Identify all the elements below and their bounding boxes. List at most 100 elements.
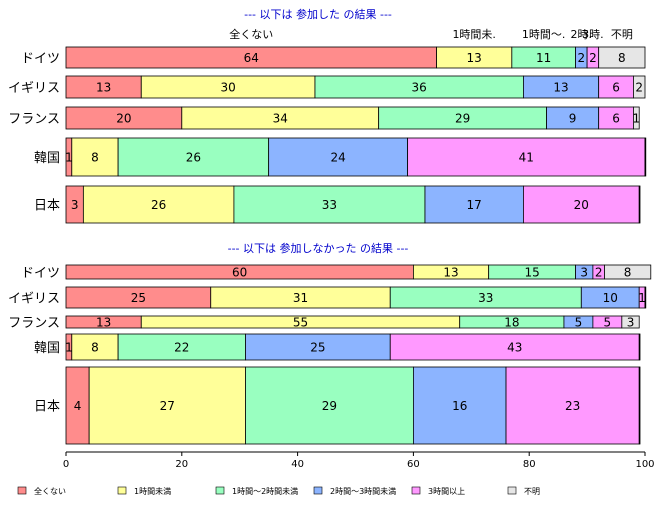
bar-row: 韓国 1 8 26 24 41: [34, 137, 647, 177]
data-label: 10: [603, 291, 618, 305]
bar-row: ドイツ 60 13 15 3 2 8: [21, 264, 652, 281]
legend-label: 1時間未満: [134, 486, 171, 496]
x-tick-label: 40: [291, 459, 304, 470]
column-label: 全くない: [229, 27, 273, 41]
bar-segment: [233, 185, 426, 224]
category-label: イギリス: [8, 81, 60, 96]
bar-segment: [88, 366, 246, 445]
data-label: 6: [612, 81, 620, 95]
data-label: 17: [467, 198, 482, 212]
category-label: 日本: [34, 199, 60, 214]
legend-item: 全くない: [17, 486, 66, 496]
data-label: 13: [96, 81, 111, 95]
data-label: 13: [553, 81, 568, 95]
legend-swatch: [215, 486, 225, 495]
column-label: 2時.: [571, 28, 593, 41]
bar-segment: [268, 137, 409, 177]
legend-label: 不明: [524, 487, 540, 496]
data-label: 8: [91, 151, 99, 165]
data-label: 8: [91, 341, 99, 355]
data-label: 36: [412, 81, 427, 95]
category-label: イギリス: [8, 292, 60, 307]
data-label: 29: [455, 112, 470, 126]
bar-segment: [598, 46, 646, 69]
data-label: 25: [310, 341, 325, 355]
column-label: 1時間～.: [522, 28, 566, 41]
bar-segment: [389, 333, 640, 361]
column-label: 3時.: [582, 28, 604, 41]
data-label: 33: [322, 198, 337, 212]
bar-segment: [633, 106, 640, 130]
x-tick-label: 60: [407, 459, 420, 470]
bar-row: フランス 13 55 18 5 5 3: [8, 315, 640, 331]
data-label: 4: [74, 399, 82, 413]
data-label: 64: [244, 51, 259, 65]
bar-row: フランス 20 34 29 9 6 1: [8, 106, 640, 130]
data-label: 55: [293, 316, 308, 330]
bar-segment: [245, 333, 391, 361]
data-label: 1: [65, 151, 73, 165]
legend-swatch: [411, 486, 421, 495]
legend-label: 全くない: [34, 486, 66, 496]
legend-label: 3時間以上: [428, 487, 465, 496]
x-tick-label: 0: [63, 459, 69, 470]
data-label: 15: [524, 266, 539, 280]
data-label: 16: [452, 399, 467, 413]
data-label: 13: [467, 51, 482, 65]
data-label: 26: [151, 198, 166, 212]
bar-segment: [82, 185, 235, 224]
x-tick-label: 20: [175, 459, 188, 470]
bar-row: ドイツ 64 13 11 2 2 8: [21, 46, 646, 69]
data-label: 3: [627, 316, 635, 330]
legend-swatch: [17, 486, 27, 495]
x-tick-label: 80: [523, 459, 536, 470]
data-label: 30: [220, 81, 235, 95]
bar-segment: [604, 264, 652, 280]
bar-segment: [424, 185, 524, 224]
data-label: 20: [116, 112, 131, 126]
bar-segment: [71, 137, 119, 177]
bar-segment: [245, 366, 414, 445]
legend-label: 2時間～3時間未満: [330, 486, 396, 496]
bar-segment: [638, 185, 641, 224]
data-label: 27: [160, 399, 175, 413]
x-tick-label: 100: [635, 459, 654, 470]
category-label: 日本: [34, 400, 60, 415]
bar-segment: [644, 137, 647, 177]
bar-segment: [523, 185, 640, 224]
data-label: 2: [589, 51, 597, 65]
data-label: 33: [478, 291, 493, 305]
data-label: 6: [612, 112, 620, 126]
data-label: 8: [618, 51, 626, 65]
data-label: 11: [536, 51, 551, 65]
data-label: 2: [595, 266, 603, 280]
bar-row: 日本 3 26 33 17 20: [34, 185, 641, 224]
column-label: 不明: [611, 28, 633, 41]
data-label: 13: [96, 316, 111, 330]
data-label: 41: [519, 151, 534, 165]
bar-segment: [644, 286, 647, 309]
legend-item: 不明: [507, 486, 540, 496]
data-label: 1: [65, 341, 73, 355]
legend-item: 1時間未満: [117, 486, 171, 496]
x-axis: 0 20 40 60 80 100: [63, 451, 655, 470]
category-label: フランス: [8, 112, 60, 127]
data-label: 2: [635, 81, 643, 95]
bar-segment: [638, 366, 641, 445]
category-label: ドイツ: [21, 52, 60, 67]
category-label: 韓国: [34, 151, 60, 166]
data-label: 8: [624, 266, 632, 280]
legend-label: 1時間～2時間未満: [232, 486, 298, 496]
chart-panels: --- 以下は 参加した の結果 --- 全くない 1時間未. 1時間～. 2時.3時.…: [8, 7, 652, 445]
data-label: 34: [273, 112, 288, 126]
bar-row: イギリス 13 30 36 13 6 2: [8, 75, 646, 99]
bar-segment: [621, 315, 640, 329]
bar-segment: [407, 137, 646, 177]
data-label: 29: [322, 399, 337, 413]
panel-title: --- 以下は 参加した の結果 ---: [244, 7, 392, 21]
legend-item: 1時間～2時間未満: [215, 486, 298, 496]
bar-segment: [638, 333, 641, 361]
category-label: ドイツ: [21, 266, 60, 281]
bar-row: 韓国 1 8 22 25 43: [34, 333, 641, 361]
